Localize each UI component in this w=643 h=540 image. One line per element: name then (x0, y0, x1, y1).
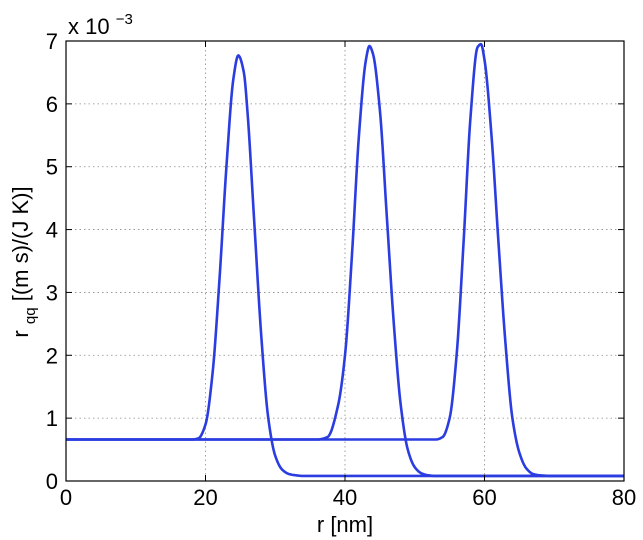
y-multiplier-exponent: −3 (116, 11, 133, 28)
grid (66, 41, 624, 481)
y-tick-label: 7 (46, 29, 58, 54)
y-axis-label-sub: qq (22, 307, 39, 324)
y-axis-label: r qq [(m s)/(J K)] (8, 186, 40, 337)
y-multiplier: x 10 −3 (68, 11, 133, 39)
y-tick-label: 0 (46, 469, 58, 494)
y-tick-label: 4 (46, 218, 58, 243)
x-axis-label: r [nm] (317, 512, 373, 537)
y-axis-label-units: [(m s)/(J K)] (8, 186, 33, 301)
x-tick-label: 20 (193, 485, 217, 510)
y-tick-label: 6 (46, 92, 58, 117)
y-tick-label: 1 (46, 406, 58, 431)
ticks (65, 40, 625, 482)
x-tick-label: 0 (60, 485, 72, 510)
tick-labels: 0 20 40 60 80 0 1 2 3 4 5 6 7 (46, 29, 636, 510)
y-axis-label-main: r (8, 330, 33, 337)
y-multiplier-prefix: x 10 (68, 14, 110, 39)
y-tick-label: 3 (46, 280, 58, 305)
series-line-3 (65, 42, 625, 478)
x-tick-label: 40 (333, 485, 357, 510)
x-tick-label: 60 (472, 485, 496, 510)
y-tick-label: 2 (46, 343, 58, 368)
x-tick-label: 80 (612, 485, 636, 510)
y-tick-label: 5 (46, 155, 58, 180)
